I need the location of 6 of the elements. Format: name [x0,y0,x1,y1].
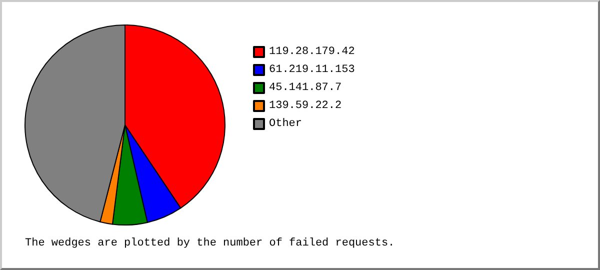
legend-label: 139.59.22.2 [269,100,342,112]
legend-label: Other [269,118,302,130]
text: The wedges are plotted by the number of failed requests. [25,238,395,250]
legend-label: 45.141.87.7 [269,82,342,94]
legend-label: 61.219.11.153 [269,64,355,76]
legend-label: 119.28.179.42 [269,46,355,58]
